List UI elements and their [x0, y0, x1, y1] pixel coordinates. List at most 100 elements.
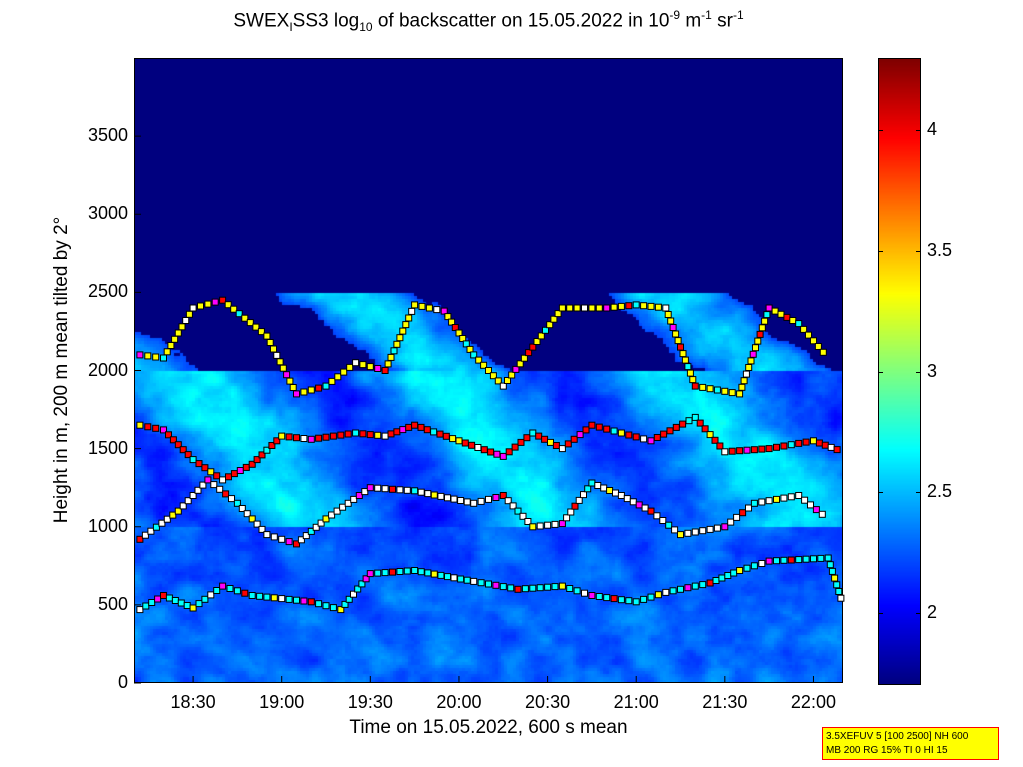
layer-marker-top [749, 350, 757, 358]
layer-marker-low [712, 577, 720, 584]
layer-marker-top [681, 356, 689, 364]
colorbar-tick-label: 3.5 [927, 239, 953, 260]
layer-marker-mid [706, 525, 714, 533]
layer-marker-upper [610, 427, 618, 435]
layer-marker-top [699, 383, 707, 391]
layer-marker-top [411, 301, 419, 309]
layer-marker-mid [141, 531, 149, 539]
layer-marker-top [455, 329, 463, 337]
colorbar-tick-mark [878, 250, 883, 252]
layer-marker-upper [603, 425, 611, 433]
colorbar-tick-mark [878, 371, 883, 373]
layer-marker-low [743, 564, 751, 572]
layer-marker-low [581, 589, 588, 597]
layer-marker-low [724, 572, 732, 579]
layer-marker-top [810, 337, 817, 345]
y-tick-label: 1000 [87, 515, 128, 536]
layer-marker-upper [242, 463, 250, 471]
layer-marker-upper [802, 438, 810, 446]
layer-marker-upper [787, 441, 795, 449]
layer-marker-top [747, 357, 755, 365]
layer-marker-mid [403, 486, 411, 494]
layer-marker-upper [449, 435, 457, 443]
layer-marker-top [204, 300, 212, 308]
layer-marker-low [345, 595, 353, 603]
colorbar-tick-mark [878, 492, 883, 494]
layer-marker-low [463, 576, 471, 584]
layer-marker-mid [623, 495, 631, 503]
layer-marker-upper [535, 432, 543, 440]
layer-marker-top [136, 351, 144, 359]
layer-marker-top [352, 359, 360, 367]
layer-marker-top [171, 335, 179, 343]
layer-marker-top [625, 302, 633, 310]
layer-marker-mid [216, 485, 224, 493]
layer-marker-low [350, 590, 357, 598]
colorbar-tick-label: 3 [927, 360, 938, 381]
layer-marker-top [286, 377, 294, 385]
layer-marker-top [300, 388, 308, 396]
layer-marker-mid [307, 527, 315, 535]
layer-marker-top [283, 371, 291, 379]
layer-marker-top [197, 302, 204, 310]
layer-marker-low [358, 580, 366, 588]
layer-marker-top [402, 321, 410, 329]
layer-marker-top [257, 328, 265, 336]
colorbar-tick-mark [916, 492, 921, 494]
layer-marker-upper [263, 446, 271, 454]
layer-marker-mid [801, 496, 809, 504]
layer-marker-top [566, 304, 574, 312]
layer-marker-top [328, 377, 336, 385]
layer-marker-mid [424, 490, 432, 498]
layer-marker-upper [815, 439, 823, 447]
layer-marker-mid [333, 507, 341, 515]
layer-marker-mid [721, 523, 729, 531]
layer-marker-upper [329, 432, 337, 440]
layer-marker-mid [222, 490, 230, 498]
layer-marker-upper [696, 419, 704, 427]
y-tick-label: 3500 [87, 125, 128, 146]
layer-marker-mid [713, 524, 721, 532]
layer-marker-mid [567, 508, 575, 516]
layer-marker-low [136, 606, 144, 614]
layer-marker-low [617, 596, 625, 604]
layer-marker-mid [641, 504, 649, 512]
layer-marker-upper [685, 417, 693, 425]
layer-marker-low [625, 597, 633, 605]
layer-marker-top [396, 334, 404, 342]
y-tick-label: 1500 [87, 437, 128, 458]
layer-marker-low [699, 581, 707, 589]
layer-marker-mid [659, 517, 667, 524]
layer-marker-mid [350, 495, 358, 503]
layer-marker-upper [230, 470, 238, 478]
layer-marker-low [765, 557, 773, 565]
layer-marker-mid [293, 540, 300, 548]
layer-marker-low [233, 587, 241, 595]
layer-marker-upper [236, 467, 244, 474]
layer-marker-top [307, 386, 315, 394]
colorbar-tick-label: 2.5 [927, 481, 953, 502]
layer-marker-top [374, 365, 382, 372]
layer-marker-mid [297, 536, 305, 544]
layer-marker-mid [606, 487, 614, 494]
layer-marker-top [783, 313, 791, 321]
layer-marker-mid [136, 535, 144, 543]
layer-marker-top [754, 337, 762, 345]
plot-area [134, 58, 843, 683]
layer-marker-mid [238, 505, 246, 512]
layer-marker-upper [174, 441, 182, 449]
layer-marker-top [550, 315, 558, 323]
layer-marker-low [477, 579, 485, 587]
layer-marker-low [485, 580, 492, 588]
layer-marker-low [730, 569, 738, 577]
layer-marker-upper [765, 445, 773, 453]
layer-marker-top [470, 351, 478, 359]
layer-marker-top [485, 367, 492, 374]
layer-marker-upper [711, 436, 719, 444]
layer-marker-low [544, 583, 552, 591]
layer-marker-top [174, 329, 182, 337]
y-tick-label: 3000 [87, 203, 128, 224]
layer-marker-upper [381, 432, 389, 440]
layer-marker-top [745, 364, 753, 371]
layer-marker-upper [278, 432, 286, 440]
